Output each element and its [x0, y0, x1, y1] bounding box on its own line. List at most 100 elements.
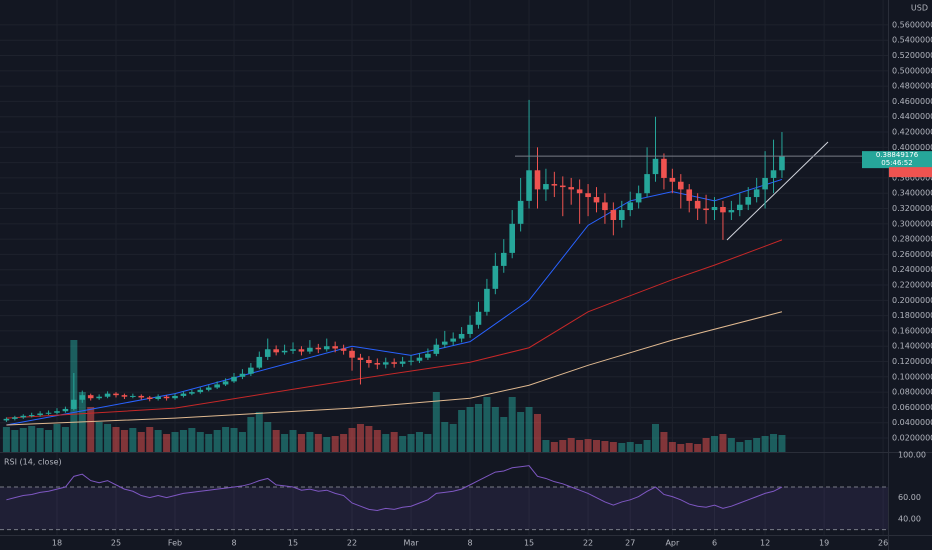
candle-body: [425, 353, 431, 358]
volume-bar: [668, 442, 676, 452]
candle-body: [703, 208, 709, 211]
candle-body: [54, 411, 60, 413]
candle-body: [20, 415, 27, 418]
volume-bar: [753, 438, 761, 452]
candle-body: [323, 346, 330, 350]
volume-bar: [297, 434, 305, 452]
volume-bar: [19, 428, 27, 452]
volume-bar: [120, 430, 128, 452]
volume-bar: [45, 430, 53, 452]
candle-body: [517, 200, 524, 224]
candle-body: [349, 350, 355, 358]
volume-bar: [247, 417, 255, 452]
x-tick-label: 12: [760, 539, 770, 548]
rsi-tick-label: 40.00: [898, 515, 921, 524]
candle-body: [509, 223, 515, 253]
candle-body: [576, 189, 583, 194]
volume-bar: [517, 412, 525, 452]
volume-bar: [685, 443, 693, 452]
volume-bar: [196, 432, 204, 452]
y-tick-label: 0.06000000: [892, 403, 932, 412]
moving-average: [6, 239, 783, 419]
volume-bar: [365, 426, 373, 452]
candle-body: [391, 362, 397, 364]
candle-body: [543, 184, 549, 190]
candle-body: [652, 158, 659, 175]
y-tick-label: 0.34000000: [892, 189, 932, 198]
x-tick-label: Mar: [403, 539, 419, 548]
volume-bar: [635, 444, 643, 452]
volume-bar: [508, 397, 516, 452]
volume-bar: [432, 392, 440, 452]
x-tick-label: 22: [583, 539, 593, 548]
volume-bar: [483, 397, 491, 452]
volume-bar: [458, 410, 466, 452]
volume-bar: [702, 438, 710, 452]
volume-bar: [466, 407, 474, 452]
y-tick-label: 0.36000000: [892, 173, 932, 182]
candle-body: [340, 348, 347, 351]
candle-body: [408, 360, 414, 362]
y-tick-label: 0.42000000: [892, 128, 932, 137]
candle-body: [433, 344, 440, 354]
candle-body: [155, 396, 161, 399]
candle-body: [180, 393, 187, 396]
x-tick-label: Apr: [665, 539, 680, 548]
candle-body: [315, 347, 322, 350]
candle-body: [467, 324, 473, 334]
candle-body: [273, 349, 279, 353]
x-tick-label: 19: [819, 539, 829, 548]
candle-body: [130, 395, 136, 397]
volume-bar: [306, 432, 314, 452]
candle-body: [627, 202, 634, 211]
x-tick-label: 18: [52, 539, 62, 548]
volume-bar: [2, 427, 10, 452]
trend-line: [726, 141, 829, 241]
x-tick-label: 6: [712, 539, 717, 548]
countdown-label: 05:46:52: [881, 159, 912, 167]
volume-bar: [399, 436, 407, 452]
candle-body: [104, 393, 111, 397]
candle-body: [484, 288, 490, 312]
volume-bar: [609, 442, 617, 452]
moving-average: [6, 311, 783, 426]
candle-body: [593, 197, 600, 203]
y-tick-label: 0.04000000: [892, 418, 932, 427]
candle-body: [45, 412, 52, 414]
y-tick-label: 0.10000000: [892, 372, 932, 381]
volume-bar: [525, 407, 533, 452]
volume-bar: [424, 434, 432, 452]
y-tick-label: 0.26000000: [892, 250, 932, 259]
candle-body: [644, 174, 650, 194]
volume-bar: [533, 414, 541, 452]
x-tick-label: Feb: [168, 539, 182, 548]
candle-body: [163, 396, 170, 399]
volume-bar: [761, 436, 769, 452]
y-tick-label: 0.54000000: [892, 36, 932, 45]
y-tick-label: 0.14000000: [892, 342, 932, 351]
y-tick-label: 0.18000000: [892, 311, 932, 320]
candle-body: [534, 170, 541, 190]
x-tick-label: 26: [878, 539, 888, 548]
candle-body: [87, 395, 94, 399]
volume-bar: [652, 424, 660, 452]
volume-bar: [491, 407, 499, 452]
y-tick-label: 0.08000000: [892, 388, 932, 397]
volume-bar: [238, 432, 246, 452]
candle-body: [290, 349, 296, 351]
candle-body: [635, 193, 642, 203]
y-tick-label: 0.44000000: [892, 112, 932, 121]
candle-body: [79, 395, 86, 400]
y-tick-label: 0.56000000: [892, 20, 932, 29]
x-tick-label: 15: [288, 539, 298, 548]
volume-bar: [744, 440, 752, 452]
volume-bar: [222, 427, 230, 452]
y-tick-label: 0.22000000: [892, 281, 932, 290]
candle-body: [441, 341, 448, 345]
candle-body: [475, 311, 482, 325]
volume-bar: [711, 436, 719, 452]
candle-body: [559, 185, 566, 188]
candle-body: [281, 350, 288, 353]
volume-bar: [129, 428, 137, 452]
